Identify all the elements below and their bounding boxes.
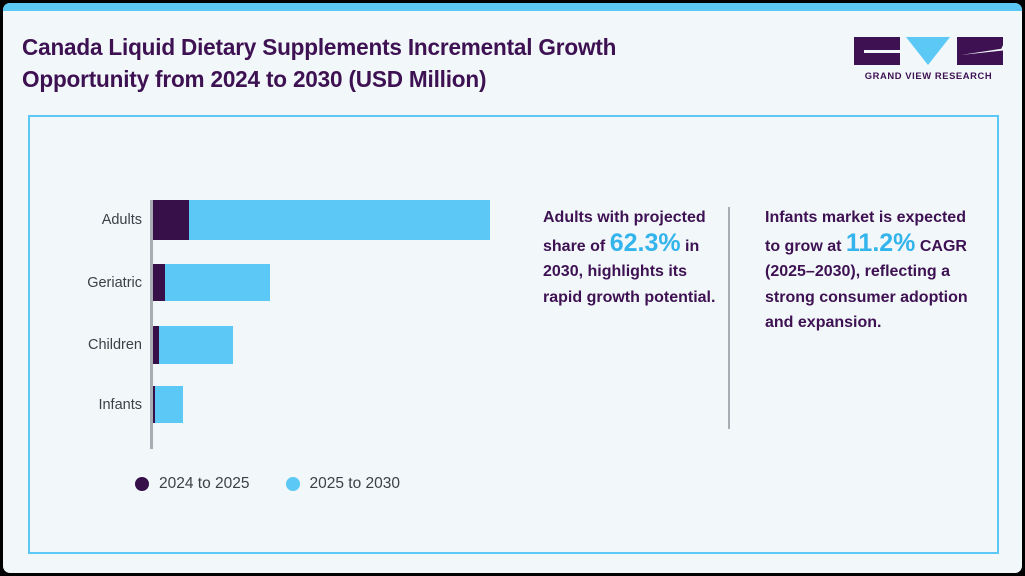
chart-bar-segment: [152, 326, 159, 364]
chart-category-label: Adults: [101, 212, 142, 228]
chart-bar-segment: [152, 200, 189, 240]
callout-divider: [728, 207, 730, 429]
content-panel: Adults Geriatric Children Infants 2024 to 2…: [28, 115, 999, 554]
chart-bar-segment: [154, 386, 183, 423]
callout-highlight-value: 62.3%: [609, 228, 681, 257]
chart-category-label: Geriatric: [87, 274, 142, 291]
legend-dot-icon: [135, 477, 149, 491]
callout-text-pre: Adults with projected share of: [543, 209, 706, 255]
chart-bar-row: Infants: [30, 386, 500, 423]
incremental-growth-bar-chart: Adults Geriatric Children Infants 2024 to 2…: [30, 117, 550, 556]
callout-adults-share: Adults with projected share of 62.3% in …: [543, 205, 718, 310]
legend-item-2025-2030: 2025 to 2030: [285, 475, 401, 493]
chart-y-axis: [150, 200, 153, 449]
logo-square-right-icon: [957, 37, 1003, 65]
chart-legend: 2024 to 2025 2025 to 2030: [135, 475, 400, 493]
chart-stacked-bar: [152, 200, 490, 240]
chart-bar-segment: [152, 264, 165, 301]
page-title: Canada Liquid Dietary Supplements Increm…: [22, 34, 617, 92]
logo-wordmark: GRAND VIEW RESEARCH: [864, 70, 993, 81]
chart-stacked-bar: [152, 386, 183, 423]
header: Canada Liquid Dietary Supplements Increm…: [3, 11, 1022, 114]
chart-bar-segment: [164, 264, 270, 301]
chart-bar-row: Adults: [30, 200, 500, 240]
chart-category-label: Infants: [98, 396, 142, 413]
chart-bar-row: Geriatric: [30, 264, 500, 301]
callout-text-post: in 2030, highlights its rapid growth pot…: [543, 237, 716, 306]
logo-triangle-icon: [906, 37, 950, 65]
logo-square-left-icon: [854, 37, 900, 65]
callout-text-post: CAGR (2025–2030), reflecting a strong co…: [765, 237, 968, 332]
chart-bar-row: Children: [30, 326, 500, 364]
callout-text-pre: Infants market is expected to grow at: [765, 209, 966, 255]
legend-dot-icon: [285, 477, 300, 491]
chart-bar-segment: [158, 326, 233, 364]
grand-view-research-logo: GRAND VIEW RESEARCH: [854, 37, 1003, 85]
top-accent-bar: [3, 3, 1022, 11]
callout-infants-cagr: Infants market is expected to grow at 11…: [765, 205, 970, 336]
callout-highlight-value: 11.2%: [845, 228, 916, 257]
legend-label: 2024 to 2025: [159, 475, 250, 492]
chart-bar-segment: [188, 200, 490, 240]
chart-category-label: Children: [88, 337, 142, 353]
chart-bar-segment: [152, 386, 155, 423]
legend-label: 2025 to 2030: [309, 475, 401, 492]
chart-stacked-bar: [152, 264, 270, 301]
infographic-frame: Canada Liquid Dietary Supplements Increm…: [3, 3, 1022, 573]
chart-stacked-bar: [152, 326, 233, 364]
legend-item-2024-2025: 2024 to 2025: [135, 475, 250, 493]
logo-marks: [854, 37, 1003, 65]
